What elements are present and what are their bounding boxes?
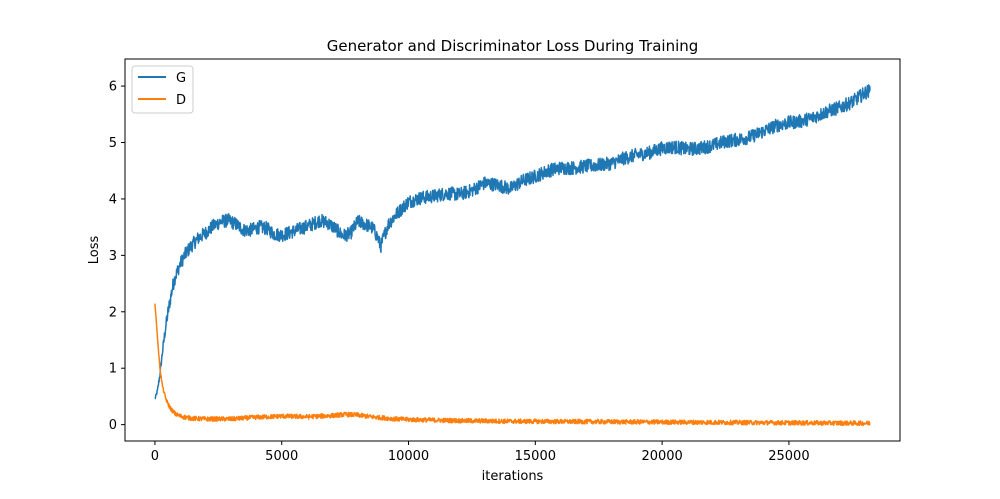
plot-frame	[124, 58, 901, 442]
y-tick-label: 1	[109, 362, 117, 377]
series-line-g	[154, 84, 871, 400]
x-tick-label: 20000	[641, 449, 682, 464]
x-axis: 0 5000 10000 15000 20000 25000	[151, 441, 810, 464]
series-line-d	[154, 303, 871, 427]
y-tick-label: 5	[109, 136, 117, 151]
y-tick-label: 0	[109, 418, 117, 433]
series-layer	[154, 84, 871, 427]
y-axis-label: Loss	[87, 236, 102, 265]
y-axis: 0 1 2 3 4 5 6	[109, 80, 125, 433]
y-tick-label: 2	[109, 305, 117, 320]
legend-label-d: D	[176, 93, 186, 108]
x-tick-label: 0	[151, 449, 159, 464]
x-tick-label: 25000	[768, 449, 809, 464]
y-tick-label: 3	[109, 249, 117, 264]
chart-title: Generator and Discriminator Loss During …	[327, 37, 699, 55]
x-tick-label: 10000	[388, 449, 429, 464]
x-axis-label: iterations	[482, 469, 544, 484]
x-tick-label: 15000	[515, 449, 556, 464]
x-tick-label: 5000	[265, 449, 298, 464]
legend: G D	[131, 65, 194, 114]
y-tick-label: 4	[109, 192, 117, 207]
legend-label-g: G	[176, 71, 186, 86]
y-tick-label: 6	[109, 80, 117, 95]
